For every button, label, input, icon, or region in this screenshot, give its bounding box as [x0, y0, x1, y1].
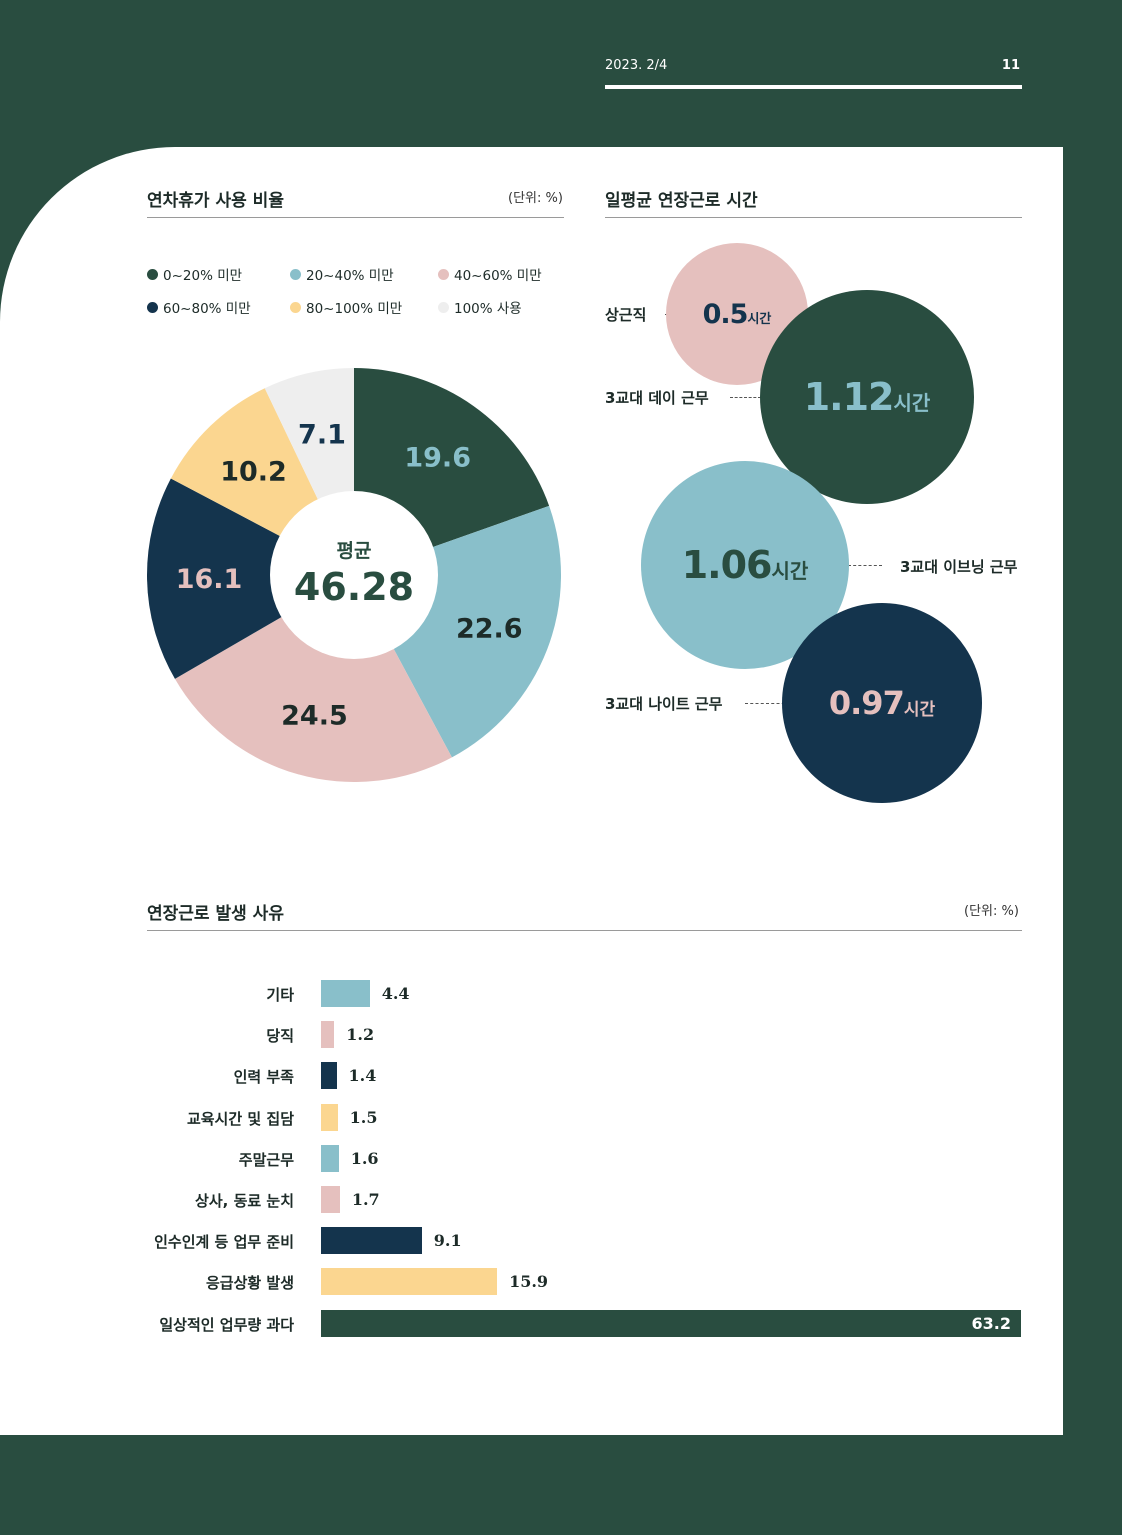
pie-title-rule — [147, 217, 564, 218]
bar-value-label: 1.5 — [349, 1107, 378, 1127]
bar-category-label: 응급상황 발생 — [205, 1274, 294, 1293]
pie-chart-unit: (단위: %) — [508, 191, 563, 206]
legend-swatch — [290, 301, 301, 313]
bar-category-label: 교육시간 및 집담 — [186, 1109, 294, 1128]
bar — [321, 1021, 335, 1049]
issue-date: 2023. 2/4 — [605, 58, 668, 73]
legend-label: 40~60% 미만 — [454, 268, 542, 284]
bar — [321, 1227, 422, 1255]
bar-chart-title: 연장근로 발생 사유 — [147, 904, 284, 924]
legend-item: 80~100% 미만 — [290, 297, 402, 317]
bubble-value: 1.06 — [681, 543, 773, 587]
bar-value-label: 1.7 — [351, 1190, 380, 1209]
bubble-leader-line — [730, 397, 761, 398]
bar-category-label: 당직 — [266, 1027, 294, 1046]
bar-value-label: 15.9 — [509, 1272, 549, 1292]
bar-value-label: 9.1 — [433, 1231, 462, 1251]
bar — [321, 1309, 1021, 1337]
bubble-unit: 시간 — [747, 311, 772, 327]
bar-value-label: 1.2 — [346, 1025, 375, 1045]
bubble-leader-line — [745, 703, 790, 704]
legend-swatch — [290, 268, 301, 280]
bar-category-label: 주말근무 — [238, 1150, 294, 1169]
bar-category-label: 일상적인 업무량 과다 — [159, 1315, 294, 1334]
bubble-category-label: 3교대 이브닝 근무 — [900, 558, 1018, 576]
bubble-value: 0.5 — [702, 298, 749, 330]
overtime-bubble: 1.12 시간 — [760, 290, 974, 504]
legend-item: 60~80% 미만 — [147, 297, 251, 317]
legend-item: 100% 사용 — [438, 297, 522, 317]
legend-label: 100% 사용 — [454, 301, 522, 317]
bubble-unit: 시간 — [771, 559, 809, 584]
overtime-bubble: 0.97 시간 — [782, 603, 982, 803]
bubble-category-label: 3교대 데이 근무 — [605, 389, 709, 407]
pie-chart-title: 연차휴가 사용 비율 — [147, 191, 284, 211]
bar-value-label: 1.6 — [350, 1148, 379, 1168]
bar — [321, 1103, 338, 1131]
legend-swatch — [147, 268, 158, 280]
bar-chart-unit: (단위: %) — [964, 904, 1019, 919]
bubble-category-label: 3교대 나이트 근무 — [605, 695, 723, 713]
legend-item: 20~40% 미만 — [290, 264, 394, 284]
bubble-value: 0.97 — [828, 684, 905, 722]
legend-label: 0~20% 미만 — [163, 268, 243, 284]
bar-value-label: 63.2 — [971, 1313, 1011, 1333]
bar-value-label: 1.4 — [348, 1066, 377, 1086]
bar-category-label: 기타 — [266, 986, 294, 1004]
legend-swatch — [438, 301, 449, 313]
bubble-category-label: 상근직 — [605, 306, 647, 324]
bar-category-label: 인수인계 등 업무 준비 — [154, 1233, 294, 1252]
bubble-value: 1.12 — [803, 375, 895, 419]
bar — [321, 980, 370, 1007]
legend-swatch — [438, 268, 449, 280]
bubble-unit: 시간 — [903, 699, 936, 720]
legend-label: 60~80% 미만 — [163, 301, 251, 317]
header-rule — [605, 85, 1022, 89]
bubble-title-rule — [605, 217, 1022, 218]
legend-label: 20~40% 미만 — [306, 268, 394, 284]
bar — [321, 1144, 339, 1172]
bar-category-label: 인력 부족 — [233, 1068, 294, 1087]
bar — [321, 1268, 498, 1296]
bubble-unit: 시간 — [893, 391, 931, 416]
bar — [321, 1062, 337, 1090]
legend-item: 40~60% 미만 — [438, 264, 542, 284]
bar-value-label: 4.4 — [381, 984, 410, 1003]
bar-title-rule — [147, 930, 1022, 931]
bubble-chart-title: 일평균 연장근로 시간 — [605, 191, 758, 211]
legend-swatch — [147, 301, 158, 313]
legend-label: 80~100% 미만 — [306, 301, 403, 317]
bar — [321, 1186, 340, 1213]
legend-item: 0~20% 미만 — [147, 264, 242, 284]
bubble-leader-line — [848, 565, 882, 566]
page-number: 11 — [1001, 58, 1020, 73]
bar-category-label: 상사, 동료 눈치 — [195, 1192, 294, 1210]
